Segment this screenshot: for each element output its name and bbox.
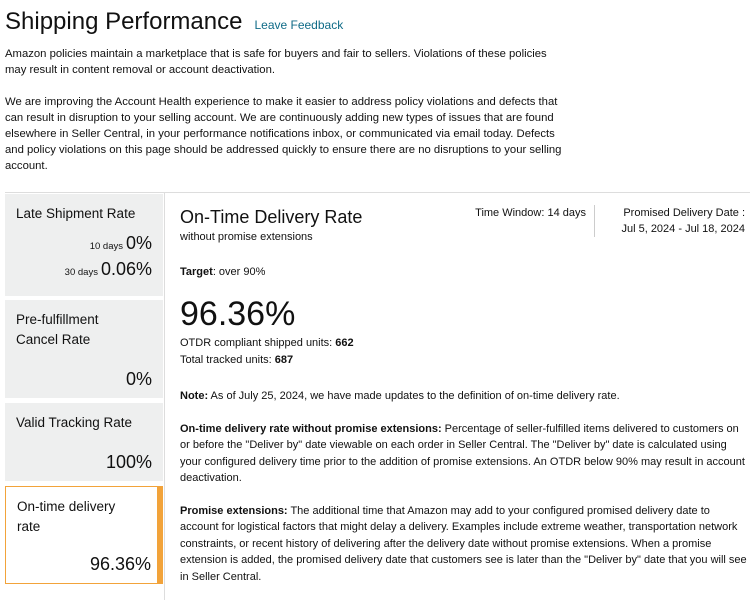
units: Total tracked units: 687: [180, 353, 748, 368]
units-label: Total tracked units:: [180, 354, 275, 366]
divider: [164, 193, 165, 600]
units: OTDR compliant shipped units: 662: [180, 336, 748, 351]
note: Note: As of July 25, 2024, we have made …: [180, 388, 748, 405]
page-title: Shipping Performance: [5, 8, 243, 35]
metric-value: 0.06%: [100, 259, 152, 279]
header: Shipping Performance Leave Feedback: [5, 8, 343, 36]
note: On-time delivery rate without promise ex…: [180, 421, 748, 487]
date-range: Promised Delivery Date : Jul 5, 2024 - J…: [594, 205, 745, 237]
note-label: Promise extensions:: [180, 504, 288, 517]
note-label: On-time delivery rate without promise ex…: [180, 422, 442, 435]
target-text: : over 90%: [212, 265, 266, 278]
note-text: As of July 25, 2024, we have made update…: [208, 390, 620, 402]
intro-text: Amazon policies maintain a marketplace t…: [5, 48, 547, 76]
target-label: Target: [180, 265, 213, 278]
feedback-link[interactable]: Leave Feedback: [254, 18, 344, 32]
metric-value: 0%: [125, 369, 152, 389]
note-text: The additional time that Amazon may add …: [180, 504, 747, 583]
note: Promise extensions: The additional time …: [180, 503, 748, 586]
metric-tab[interactable]: Late Shipment Rate 10 days 0% 30 days 0.06…: [5, 194, 163, 296]
meta: Time Window: 14 days Promised Delivery D…: [460, 205, 750, 237]
note-text: Percentage of seller-fulfilled items del…: [180, 422, 745, 485]
units-value: 662: [335, 337, 354, 349]
time-window: Time Window: 14 days: [475, 207, 586, 219]
metric-value: 0%: [125, 233, 152, 253]
units-value: 687: [274, 354, 294, 366]
metric-tab[interactable]: Pre-fulfillment Cancel Rate 0%: [5, 300, 163, 398]
metric-value: 96.36%: [89, 554, 151, 574]
metric-row: 30 days 0.06%: [16, 258, 152, 284]
metric-label: On-time delivery rate: [17, 499, 116, 534]
intro: Amazon policies maintain a marketplace t…: [5, 46, 565, 190]
metric-row: 10 days 0%: [16, 232, 152, 258]
metric-label: Pre-fulfillment Cancel Rate: [16, 312, 99, 347]
period: 30 days: [64, 267, 98, 278]
detail-value: 96.36%: [180, 295, 296, 333]
metric-label: Valid Tracking Rate: [16, 415, 133, 430]
note-label: Note:: [180, 390, 209, 402]
intro-text: We are improving the Account Health expe…: [5, 96, 562, 172]
detail-title: On-Time Delivery Rate: [180, 207, 363, 227]
metric-label: Late Shipment Rate: [16, 206, 136, 221]
metric-value: 100%: [105, 452, 152, 472]
units-label: OTDR compliant shipped units:: [180, 337, 336, 349]
metric-tab[interactable]: On-time delivery rate 96.36%: [5, 486, 163, 584]
period: 10 days: [89, 241, 123, 252]
detail: On-Time Delivery Rate without promise ex…: [180, 205, 748, 585]
divider: [5, 192, 750, 193]
metric-rows: 10 days 0% 30 days 0.06%: [16, 232, 152, 284]
metric-tab[interactable]: Valid Tracking Rate 100%: [5, 403, 163, 481]
detail-subtitle: without promise extensions: [180, 231, 313, 243]
target: Target: over 90%: [180, 264, 748, 281]
